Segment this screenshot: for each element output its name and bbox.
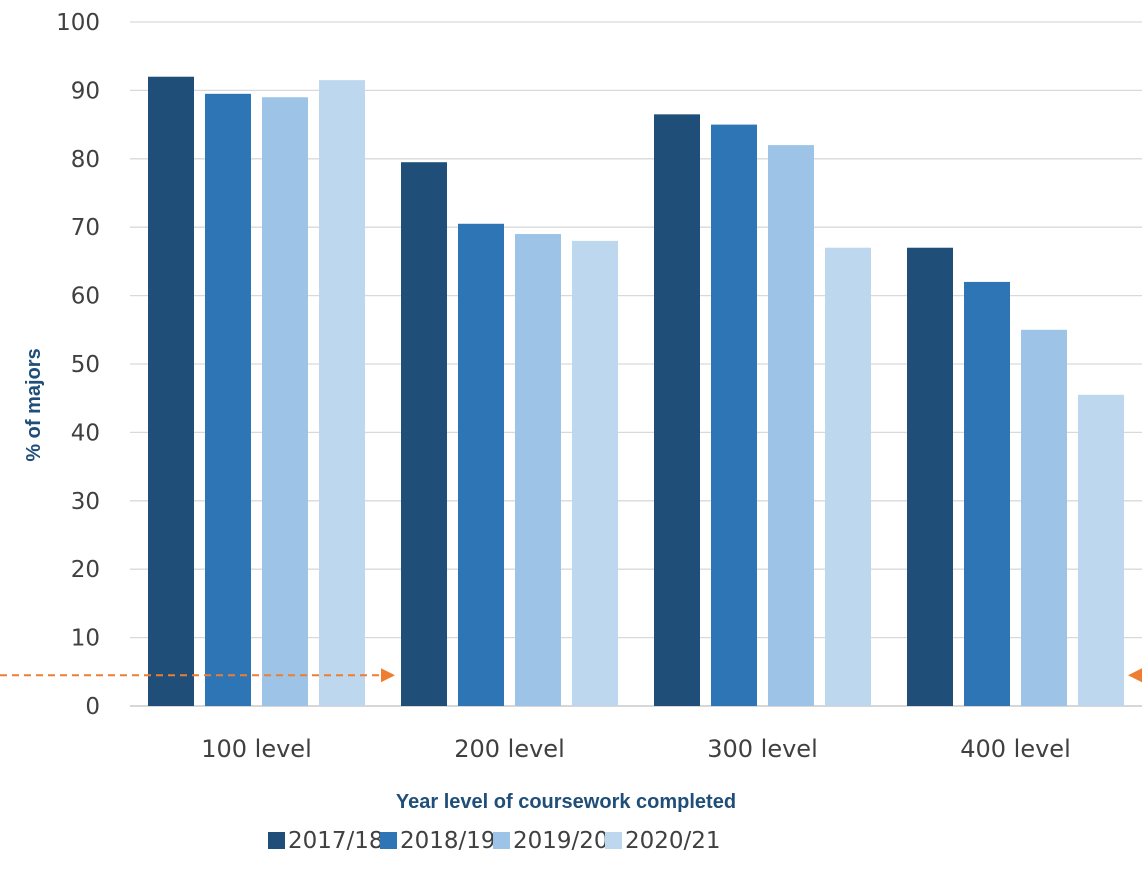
arrow-head — [1128, 668, 1142, 683]
legend-swatch — [268, 832, 285, 849]
bar — [515, 234, 561, 707]
legend-swatch — [605, 832, 622, 849]
y-tick-label: 80 — [71, 147, 100, 173]
bar — [1078, 394, 1124, 706]
x-axis-title: Year level of coursework completed — [396, 791, 736, 813]
bar — [654, 114, 700, 707]
legend-label: 2018/19 — [400, 828, 496, 854]
y-tick-label: 0 — [85, 694, 100, 720]
x-category-label: 200 level — [454, 735, 565, 763]
bar — [401, 162, 447, 707]
x-category-label: 100 level — [201, 735, 312, 763]
y-tick-label: 10 — [71, 626, 100, 652]
y-tick-label: 20 — [71, 557, 100, 583]
y-tick-label: 60 — [71, 284, 100, 310]
bar — [319, 80, 365, 706]
bar — [148, 76, 194, 707]
y-axis-ticks: 0 10 20 30 40 50 60 70 80 90 100 — [56, 10, 100, 720]
legend: 2017/18 2018/19 2019/20 2020/21 — [268, 828, 721, 854]
bar — [572, 240, 618, 706]
dashed-arrow-annotation — [0, 668, 1142, 683]
x-axis-categories: 100 level 200 level 300 level 400 level — [201, 735, 1071, 763]
x-category-label: 300 level — [707, 735, 818, 763]
legend-swatch — [493, 832, 510, 849]
bar — [1021, 329, 1067, 706]
bar — [964, 281, 1010, 706]
legend-label: 2017/18 — [288, 828, 384, 854]
arrow-head — [381, 668, 395, 683]
bar — [907, 247, 953, 706]
y-tick-label: 70 — [71, 215, 100, 241]
legend-swatch — [380, 832, 397, 849]
bar — [825, 247, 871, 706]
x-category-label: 400 level — [960, 735, 1071, 763]
bar — [205, 93, 251, 706]
y-axis-title: % of majors — [23, 348, 45, 461]
bar — [768, 145, 814, 706]
bars — [148, 76, 1124, 707]
legend-label: 2019/20 — [513, 828, 609, 854]
bar — [262, 97, 308, 707]
y-tick-label: 40 — [71, 420, 100, 446]
y-tick-label: 90 — [71, 78, 100, 104]
legend-label: 2020/21 — [625, 828, 721, 854]
bar — [458, 223, 504, 706]
bar — [711, 124, 757, 707]
y-tick-label: 50 — [71, 352, 100, 378]
y-tick-label: 30 — [71, 489, 100, 515]
y-tick-label: 100 — [56, 10, 100, 36]
